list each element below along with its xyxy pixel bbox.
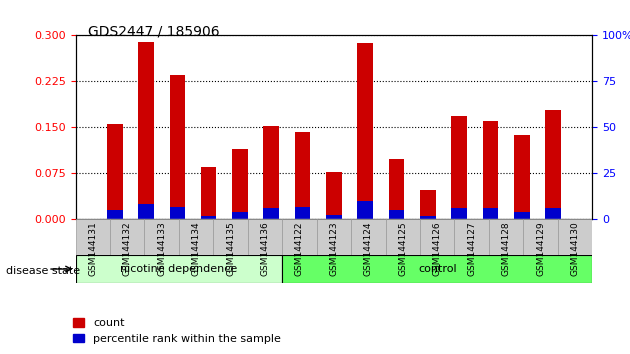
FancyBboxPatch shape bbox=[76, 219, 110, 255]
Bar bbox=[232, 212, 248, 219]
Bar bbox=[545, 110, 561, 219]
Bar bbox=[514, 135, 530, 219]
Bar bbox=[107, 210, 123, 219]
FancyBboxPatch shape bbox=[282, 255, 592, 283]
Bar bbox=[420, 190, 436, 219]
FancyBboxPatch shape bbox=[76, 255, 282, 283]
Bar bbox=[389, 159, 404, 219]
Bar bbox=[138, 204, 154, 219]
Text: GSM144128: GSM144128 bbox=[501, 221, 510, 276]
Bar bbox=[295, 132, 311, 219]
Bar bbox=[420, 216, 436, 219]
Bar bbox=[107, 124, 123, 219]
Text: control: control bbox=[418, 264, 457, 274]
FancyBboxPatch shape bbox=[179, 219, 214, 255]
FancyBboxPatch shape bbox=[386, 219, 420, 255]
FancyBboxPatch shape bbox=[524, 219, 558, 255]
Bar bbox=[326, 172, 341, 219]
Text: GSM144132: GSM144132 bbox=[123, 221, 132, 276]
FancyBboxPatch shape bbox=[214, 219, 248, 255]
Text: GSM144123: GSM144123 bbox=[329, 221, 338, 276]
Text: GSM144133: GSM144133 bbox=[158, 221, 166, 276]
Text: nicotine dependence: nicotine dependence bbox=[120, 264, 238, 274]
Bar bbox=[138, 41, 154, 219]
Bar bbox=[169, 75, 185, 219]
Text: GSM144126: GSM144126 bbox=[433, 221, 442, 276]
Bar bbox=[451, 116, 467, 219]
Legend: count, percentile rank within the sample: count, percentile rank within the sample bbox=[69, 314, 285, 348]
Bar bbox=[514, 212, 530, 219]
Bar bbox=[201, 216, 217, 219]
FancyBboxPatch shape bbox=[110, 219, 144, 255]
Bar bbox=[201, 167, 217, 219]
FancyBboxPatch shape bbox=[558, 219, 592, 255]
FancyBboxPatch shape bbox=[420, 219, 454, 255]
Text: disease state: disease state bbox=[6, 266, 81, 276]
FancyBboxPatch shape bbox=[454, 219, 489, 255]
Bar bbox=[263, 209, 279, 219]
Bar bbox=[389, 210, 404, 219]
Text: GDS2447 / 185906: GDS2447 / 185906 bbox=[88, 25, 220, 39]
Bar bbox=[357, 201, 373, 219]
Bar bbox=[545, 209, 561, 219]
Bar bbox=[232, 149, 248, 219]
Bar bbox=[326, 215, 341, 219]
Text: GSM144122: GSM144122 bbox=[295, 221, 304, 276]
FancyBboxPatch shape bbox=[351, 219, 386, 255]
Bar bbox=[451, 209, 467, 219]
FancyBboxPatch shape bbox=[248, 219, 282, 255]
Text: GSM144131: GSM144131 bbox=[88, 221, 97, 276]
Text: GSM144130: GSM144130 bbox=[571, 221, 580, 276]
Text: GSM144129: GSM144129 bbox=[536, 221, 545, 276]
Text: GSM144136: GSM144136 bbox=[261, 221, 270, 276]
Text: GSM144127: GSM144127 bbox=[467, 221, 476, 276]
Bar bbox=[263, 126, 279, 219]
Text: GSM144124: GSM144124 bbox=[364, 221, 373, 276]
Bar bbox=[483, 121, 498, 219]
FancyBboxPatch shape bbox=[489, 219, 524, 255]
Text: GSM144135: GSM144135 bbox=[226, 221, 235, 276]
Bar bbox=[357, 44, 373, 219]
Text: GSM144134: GSM144134 bbox=[192, 221, 200, 276]
Bar bbox=[295, 207, 311, 219]
FancyBboxPatch shape bbox=[282, 219, 317, 255]
FancyBboxPatch shape bbox=[144, 219, 179, 255]
FancyBboxPatch shape bbox=[317, 219, 351, 255]
Bar bbox=[169, 207, 185, 219]
Bar bbox=[483, 209, 498, 219]
Text: GSM144125: GSM144125 bbox=[398, 221, 407, 276]
